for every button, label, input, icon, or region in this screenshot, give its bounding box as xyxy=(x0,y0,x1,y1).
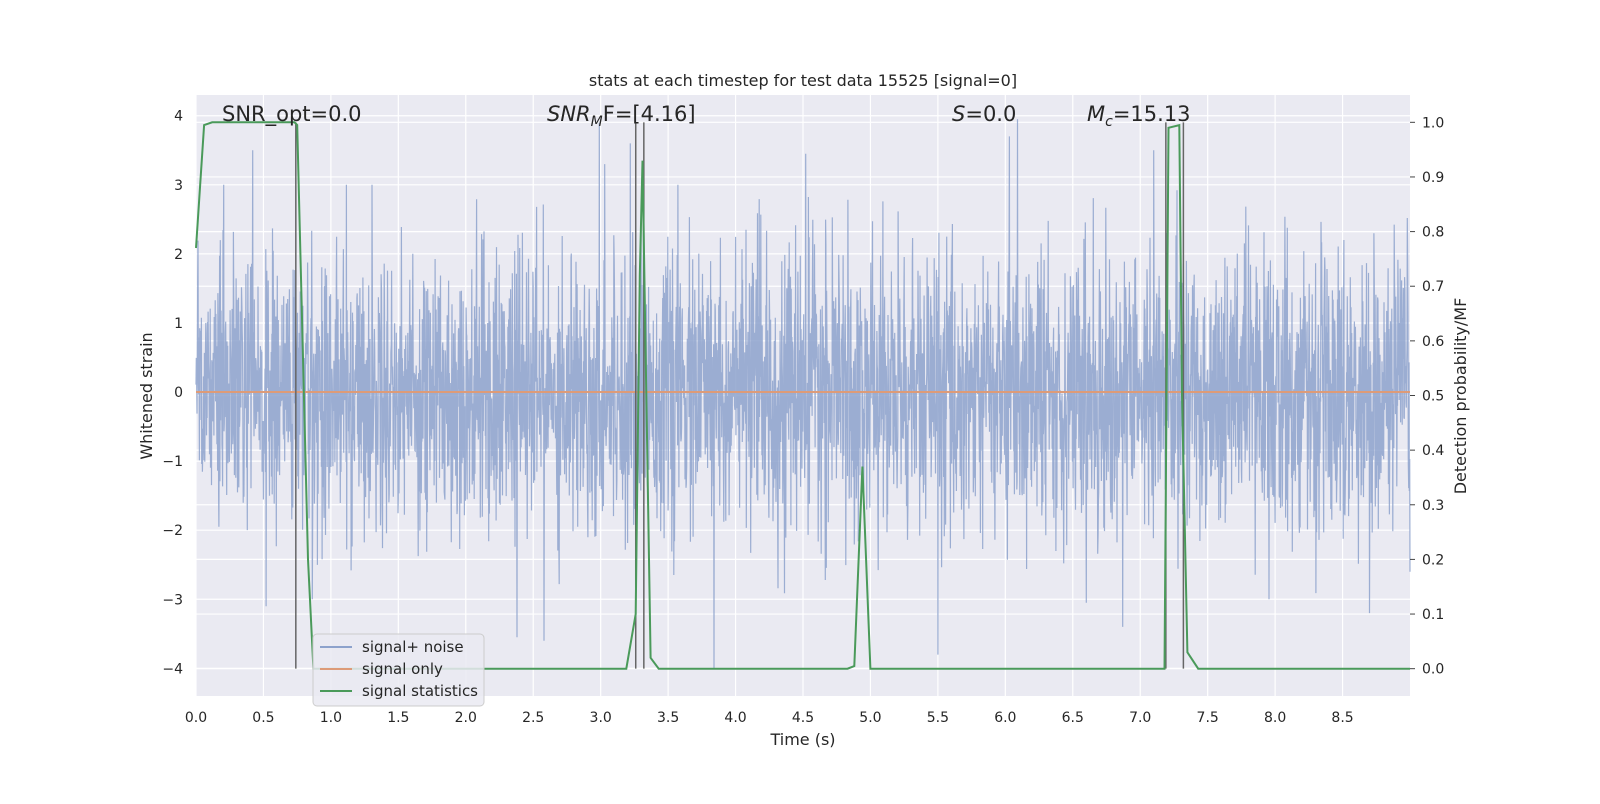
x-tick-label: 8.5 xyxy=(1331,710,1353,726)
x-axis-ticks: 0.0 0.5 1.0 1.5 2.0 2.5 3.0 3.5 4.0 4.5 5.0 5.5 6.0 6… xyxy=(185,710,1354,726)
y2-tick-label: 0.6 xyxy=(1422,334,1444,350)
x-tick-label: 4.0 xyxy=(724,710,746,726)
x-tick-label: 5.0 xyxy=(859,710,881,726)
x-tick-label: 3.5 xyxy=(657,710,679,726)
y-tick-label: 0 xyxy=(174,385,183,401)
annotation-snr-mf-main: SNR xyxy=(547,102,591,126)
series-line-signal-statistics xyxy=(195,121,1410,670)
series-signal-noise xyxy=(195,119,1411,669)
annotation-snr-opt: SNR_opt=0.0 xyxy=(222,102,362,127)
y2-tick-label: 0.9 xyxy=(1422,170,1444,186)
y2-tick-label: 0.8 xyxy=(1422,225,1444,241)
y2-tick-label: 0.4 xyxy=(1422,443,1444,459)
legend-label-signal-statistics: signal statistics xyxy=(362,682,478,700)
x-tick-label: 0.0 xyxy=(185,710,207,726)
chart-title: stats at each timestep for test data 155… xyxy=(589,71,1017,90)
x-tick-label: 5.5 xyxy=(927,710,949,726)
y2-tick-label: 0.3 xyxy=(1422,498,1444,514)
annotation-s-rest: =0.0 xyxy=(965,102,1016,126)
legend: signal+ noise signal only signal statist… xyxy=(312,633,485,707)
y-axis-ticks: 4 3 2 1 0 −1 −2 −3 −4 xyxy=(162,109,183,678)
series-signal-statistics xyxy=(195,121,1410,670)
annotation-snr-mf-sub: M xyxy=(591,114,603,130)
y2-tick-label: 0.5 xyxy=(1422,389,1444,405)
y-tick-label: −3 xyxy=(162,592,183,608)
y-tick-label: 2 xyxy=(174,247,183,263)
x-tick-label: 1.5 xyxy=(387,710,409,726)
x-tick-label: 6.5 xyxy=(1062,710,1084,726)
annotation-s: S=0.0 xyxy=(952,102,1016,126)
x-tick-label: 2.0 xyxy=(455,710,477,726)
y-tick-label: 3 xyxy=(174,178,183,194)
y-tick-label: −2 xyxy=(162,523,183,539)
x-tick-label: 3.0 xyxy=(590,710,612,726)
y-tick-label: 4 xyxy=(174,109,183,125)
y2-axis-label: Detection probability/MF xyxy=(1451,298,1470,495)
annotation-mc: Mc=15.13 xyxy=(1087,102,1191,130)
y-axis-label: Whitened strain xyxy=(137,332,156,459)
y2-tick-label: 0.2 xyxy=(1422,552,1444,568)
y-tick-label: −1 xyxy=(162,454,183,470)
y-tick-label: 1 xyxy=(174,316,183,332)
x-tick-label: 4.5 xyxy=(792,710,814,726)
annotation-mc-main: M xyxy=(1087,102,1105,126)
x-tick-label: 6.0 xyxy=(994,710,1016,726)
series-line-signal-noise xyxy=(195,119,1411,669)
legend-box xyxy=(312,633,485,707)
annotation-snr-mf: SNRMF=[4.16] xyxy=(547,102,696,130)
y2-tick-label: 0.7 xyxy=(1422,279,1444,295)
x-tick-label: 2.5 xyxy=(522,710,544,726)
annotation-mc-sub: c xyxy=(1105,114,1113,130)
x-axis-label: Time (s) xyxy=(769,730,835,749)
annotation-mc-rest: =15.13 xyxy=(1113,102,1191,126)
legend-label-signal-noise: signal+ noise xyxy=(362,638,464,656)
x-tick-label: 0.5 xyxy=(252,710,274,726)
x-tick-label: 7.5 xyxy=(1197,710,1219,726)
x-tick-label: 8.0 xyxy=(1264,710,1286,726)
x-tick-label: 1.0 xyxy=(320,710,342,726)
annotation-snr-mf-rest: F=[4.16] xyxy=(603,102,696,126)
x-tick-label: 7.0 xyxy=(1129,710,1151,726)
legend-label-signal-only: signal only xyxy=(362,660,443,678)
y-tick-label: −4 xyxy=(162,661,183,677)
y2-tick-label: 0.0 xyxy=(1422,662,1444,678)
y2-tick-label: 1.0 xyxy=(1422,115,1444,131)
annotation-s-main: S xyxy=(952,102,965,126)
y2-tick-label: 0.1 xyxy=(1422,607,1444,623)
y2-axis-ticks: 1.0 0.9 0.8 0.7 0.6 0.5 0.4 0.3 0.2 0.1 0.0 xyxy=(1410,115,1444,678)
